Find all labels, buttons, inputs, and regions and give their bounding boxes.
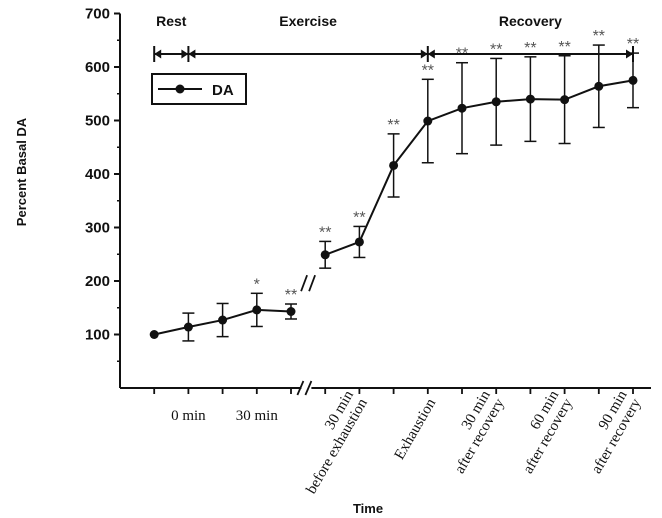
data-point: [320, 250, 330, 260]
x-tick-label: Exhaustion: [392, 396, 440, 463]
phase-label: Recovery: [499, 13, 562, 29]
data-point: [149, 330, 159, 339]
significance-label: **: [422, 62, 434, 79]
x-tick-label: 30 minbefore exhaustion: [290, 388, 371, 497]
data-point: [389, 160, 399, 170]
phase-arrowhead: [181, 49, 189, 59]
x-tick-label: 60 minafter recovery: [507, 388, 577, 477]
legend-marker: [175, 84, 185, 94]
data-point: [491, 97, 501, 107]
x-axis: 0 min 30 min 30 minbefore exhaustion Exhaus…: [120, 380, 651, 497]
y-tick-label: 200: [85, 273, 110, 290]
phase-arrowhead: [626, 49, 633, 59]
data-point: [252, 305, 262, 315]
data-point: [628, 75, 638, 85]
y-tick-label: 300: [85, 220, 110, 237]
phase-arrowhead: [420, 49, 428, 59]
y-tick-label: 400: [85, 166, 110, 183]
significance-label: **: [627, 36, 639, 53]
phase-arrowhead: [154, 49, 162, 59]
phase-label: Exercise: [279, 13, 337, 29]
x-tick-label: 30 min: [236, 408, 279, 424]
significance-label: **: [593, 28, 605, 45]
phase-label: Rest: [156, 13, 187, 29]
x-tick-label: 90 minafter recovery: [575, 388, 645, 477]
significance-label: **: [285, 287, 297, 304]
significance-label: **: [319, 224, 331, 241]
significance-label: **: [387, 117, 399, 134]
x-axis-label: Time: [353, 501, 383, 516]
phase-arrowhead: [427, 49, 435, 59]
y-axis-label: Percent Basal DA: [14, 117, 29, 226]
data-point: [423, 116, 433, 126]
legend-label: DA: [212, 82, 234, 99]
data-point: [218, 315, 228, 325]
y-axis: 100 200 300 400 500 600 700: [85, 6, 121, 388]
y-tick-label: 500: [85, 113, 110, 130]
x-axis-break-mark: [304, 380, 313, 396]
significance-label: **: [524, 40, 536, 57]
data-point: [457, 103, 467, 113]
data-point: [594, 81, 604, 91]
series-break-mark: [300, 274, 308, 292]
significance-label: **: [490, 41, 502, 58]
significance-label: **: [456, 46, 468, 63]
x-tick-label: 30 minafter recovery: [438, 388, 508, 477]
series-line-after-break: [324, 79, 634, 256]
x-axis-break-mark: [296, 380, 305, 396]
data-point: [354, 237, 364, 247]
legend: DA: [151, 73, 247, 105]
data-point: [560, 95, 570, 105]
phase-arrowhead: [188, 49, 196, 59]
x-tick-label: 0 min: [171, 408, 206, 424]
y-tick-label: 600: [85, 59, 110, 76]
x-tick-label-line: Exhaustion: [392, 396, 440, 463]
significance-label: *: [254, 276, 260, 293]
y-tick-label: 700: [85, 6, 110, 23]
significance-label: **: [353, 209, 365, 226]
data-point: [183, 322, 193, 332]
y-tick-label: 100: [85, 327, 110, 344]
series-break-mark: [308, 274, 316, 292]
significance-label: **: [558, 39, 570, 56]
data-series: ************* ** ** **** **: [149, 28, 639, 342]
data-point: [525, 94, 535, 104]
data-point: [286, 306, 296, 316]
